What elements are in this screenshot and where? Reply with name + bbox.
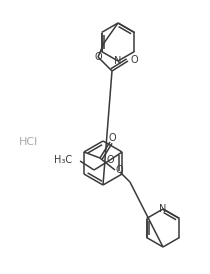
Text: N: N xyxy=(114,56,122,66)
Text: O: O xyxy=(115,165,123,175)
Text: N: N xyxy=(159,204,167,214)
Text: O: O xyxy=(106,155,114,165)
Text: HCl: HCl xyxy=(18,137,38,147)
Text: O: O xyxy=(94,52,102,62)
Text: O: O xyxy=(108,133,116,143)
Text: H₃C: H₃C xyxy=(54,155,72,165)
Text: O: O xyxy=(130,55,138,65)
